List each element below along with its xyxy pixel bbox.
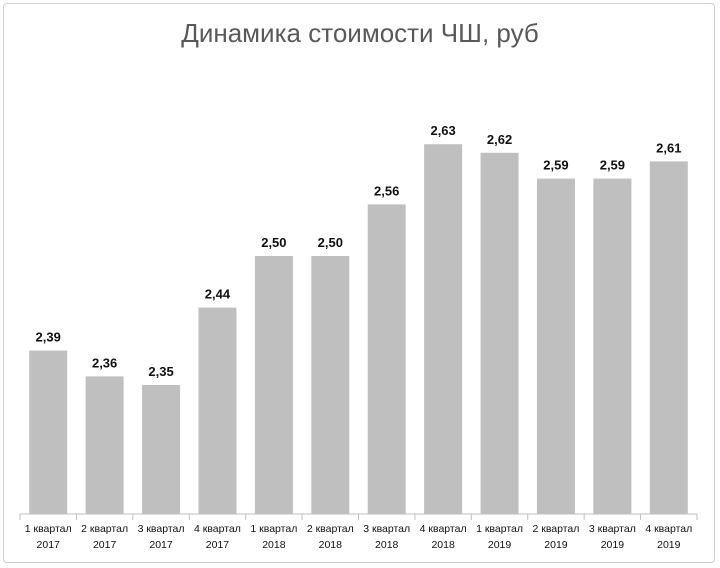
x-tick-label-year: 2017 (37, 539, 61, 551)
data-label: 2,35 (148, 364, 173, 379)
x-tick-label-year: 2019 (601, 539, 625, 551)
x-tick-label-year: 2019 (488, 539, 512, 551)
x-tick-label: 4 квартал (194, 523, 241, 535)
bar (480, 152, 519, 515)
x-tick-label-year: 2019 (544, 539, 568, 551)
x-tick-label: 2 квартал (532, 523, 579, 535)
data-label: 2,39 (36, 330, 61, 345)
x-tick-label-year: 2018 (262, 539, 286, 551)
bar (536, 178, 575, 514)
data-label: 2,59 (543, 158, 568, 173)
bar (198, 307, 237, 514)
bar (593, 178, 632, 514)
x-tick-label-year: 2017 (206, 539, 230, 551)
data-label: 2,50 (318, 235, 343, 250)
bar (142, 385, 181, 514)
x-tick-label: 3 квартал (363, 523, 410, 535)
x-tick-label: 4 квартал (645, 523, 692, 535)
x-tick-label: 4 квартал (420, 523, 467, 535)
chart-title: Динамика стоимости ЧШ, руб (181, 18, 539, 48)
x-tick-label-year: 2018 (431, 539, 455, 551)
bar (254, 256, 293, 514)
data-label: 2,59 (600, 158, 625, 173)
x-tick-label: 3 квартал (589, 523, 636, 535)
data-label: 2,50 (261, 235, 286, 250)
data-label: 2,62 (487, 132, 512, 147)
data-label: 2,36 (92, 355, 117, 370)
x-tick-label: 1 квартал (25, 523, 72, 535)
x-tick-label: 3 квартал (138, 523, 185, 535)
data-label: 2,61 (656, 140, 681, 155)
bar (85, 376, 124, 514)
data-label: 2,56 (374, 183, 399, 198)
bar (424, 144, 463, 514)
bar (649, 161, 688, 514)
x-tick-label-year: 2017 (149, 539, 173, 551)
x-tick-label: 2 квартал (81, 523, 128, 535)
x-tick-label-year: 2017 (93, 539, 117, 551)
x-tick-label-year: 2018 (319, 539, 343, 551)
x-tick-label: 1 квартал (476, 523, 523, 535)
x-tick-label-year: 2018 (375, 539, 399, 551)
data-label: 2,63 (430, 123, 455, 138)
bar (311, 256, 350, 514)
x-tick-label: 2 квартал (307, 523, 354, 535)
x-tick-label: 1 квартал (250, 523, 297, 535)
x-tick-label-year: 2019 (657, 539, 681, 551)
bar (367, 204, 406, 514)
data-label: 2,44 (205, 287, 231, 302)
bar (29, 350, 68, 514)
